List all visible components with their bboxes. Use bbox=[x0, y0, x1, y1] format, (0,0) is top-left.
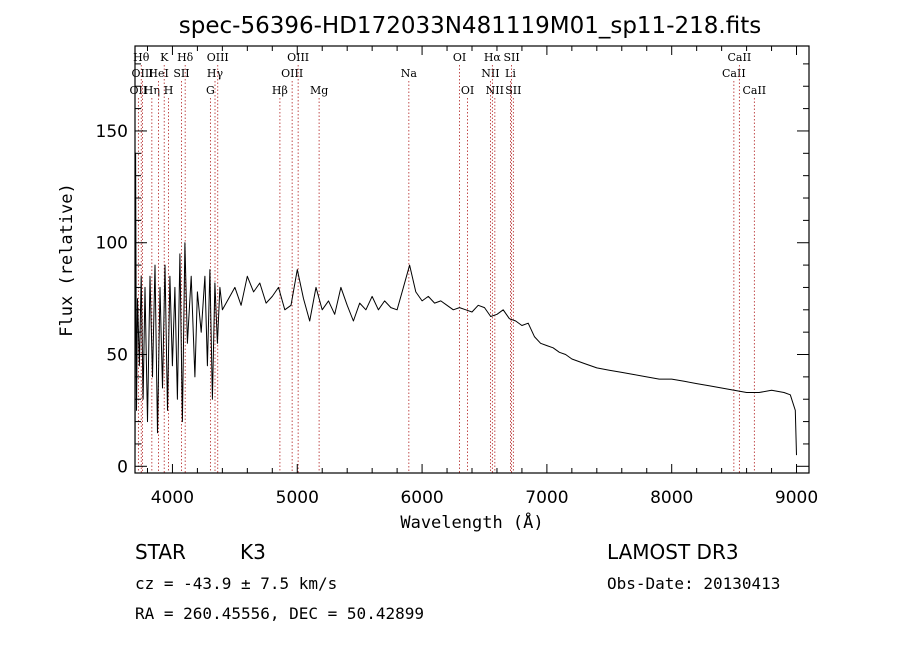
y-axis-ticks: 0 50 100 150 bbox=[96, 63, 809, 477]
marker-label: G bbox=[206, 84, 215, 97]
emission-line-markers: OII Hθ OIII Hη HeI K H SII Hδ G Hγ OIII Hβ OIII OIII Mg… bbox=[130, 51, 766, 473]
marker-label: OI bbox=[461, 84, 474, 97]
x-tick-label: 9000 bbox=[775, 488, 818, 508]
chart-title: spec-56396-HD172033N481119M01_sp11-218.f… bbox=[179, 13, 761, 39]
marker-label: CaII bbox=[728, 51, 752, 64]
marker-label: OII bbox=[130, 84, 148, 97]
spectral-subclass: K3 bbox=[240, 540, 266, 564]
marker-label: CaII bbox=[742, 84, 766, 97]
marker-label: HeI bbox=[148, 67, 168, 80]
y-tick-label: 100 bbox=[96, 234, 128, 254]
marker-label: Na bbox=[401, 67, 418, 80]
marker-label: OI bbox=[453, 51, 466, 64]
marker-label: Hβ bbox=[272, 84, 288, 97]
plot-frame bbox=[134, 45, 810, 474]
marker-label: Li bbox=[505, 67, 516, 80]
survey-name: LAMOST DR3 bbox=[607, 540, 739, 564]
marker-label: NII bbox=[486, 84, 504, 97]
coordinates: RA = 260.45556, DEC = 50.42899 bbox=[135, 604, 424, 623]
marker-label: OIII bbox=[207, 51, 229, 64]
y-tick-label: 0 bbox=[117, 457, 128, 477]
spectrum-line bbox=[134, 152, 797, 467]
x-tick-label: 5000 bbox=[276, 488, 319, 508]
observation-date: Obs-Date: 20130413 bbox=[607, 574, 780, 593]
x-tick-label: 4000 bbox=[151, 488, 194, 508]
marker-label: NII bbox=[481, 67, 499, 80]
marker-label: CaII bbox=[722, 67, 746, 80]
marker-label: Mg bbox=[310, 84, 328, 97]
marker-label: K bbox=[160, 51, 169, 64]
spectrum-series bbox=[134, 152, 797, 467]
y-tick-label: 50 bbox=[106, 346, 128, 366]
marker-label: SII bbox=[503, 51, 519, 64]
marker-label: OIII bbox=[287, 51, 309, 64]
marker-label: Hγ bbox=[207, 67, 224, 80]
y-tick-label: 150 bbox=[96, 122, 128, 142]
y-axis-label: Flux (relative) bbox=[57, 183, 77, 337]
x-tick-label: 8000 bbox=[650, 488, 693, 508]
marker-label: SII bbox=[505, 84, 521, 97]
marker-label: H bbox=[164, 84, 174, 97]
x-tick-label: 6000 bbox=[400, 488, 443, 508]
marker-label: SII bbox=[173, 67, 189, 80]
x-axis-ticks: 4000 5000 6000 7000 8000 9000 bbox=[146, 46, 818, 508]
marker-label: Hδ bbox=[177, 51, 194, 64]
object-class: STAR bbox=[135, 540, 186, 564]
marker-label: OIII bbox=[281, 67, 303, 80]
marker-label: Hη bbox=[144, 84, 160, 97]
redshift-velocity: cz = -43.9 ± 7.5 km/s bbox=[135, 574, 337, 593]
marker-label: Hα bbox=[484, 51, 502, 64]
x-tick-label: 7000 bbox=[525, 488, 568, 508]
x-axis-label: Wavelength (Å) bbox=[400, 511, 543, 533]
marker-label: Hθ bbox=[133, 51, 150, 64]
marker-label: OIII bbox=[131, 67, 153, 80]
